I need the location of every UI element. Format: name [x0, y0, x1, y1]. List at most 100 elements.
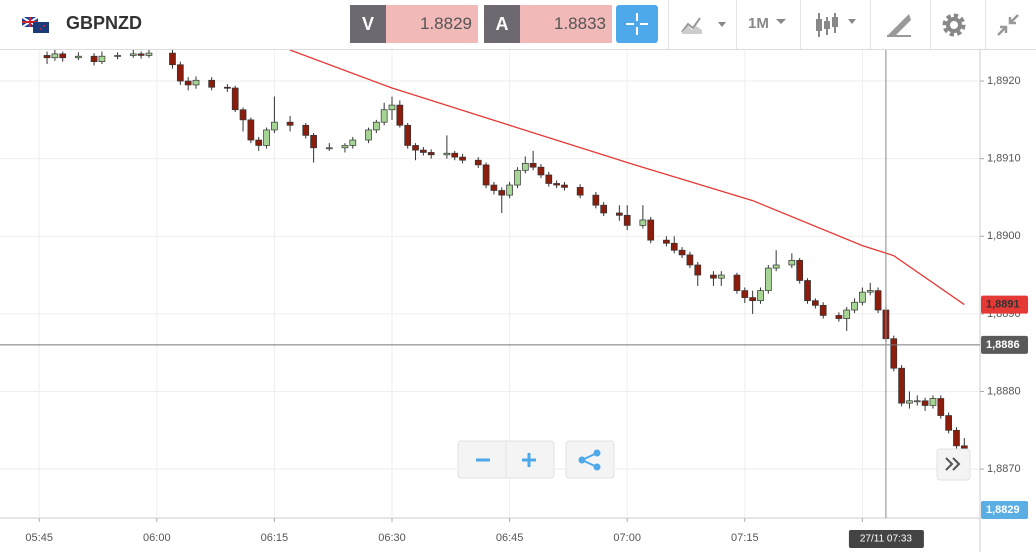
candle-body	[960, 445, 968, 449]
ask-price[interactable]: 1.8833	[520, 5, 612, 43]
candle-type-button[interactable]	[814, 11, 860, 39]
candle-body	[231, 87, 239, 111]
candle-body	[498, 190, 506, 196]
ma-price-tag-bg	[981, 295, 1028, 314]
x-tick-label: 06:00	[143, 532, 171, 544]
candle-body	[694, 264, 702, 276]
candle-body	[427, 152, 435, 156]
candle-body	[749, 297, 756, 302]
candle-body	[75, 55, 82, 59]
candle-body	[396, 104, 404, 126]
candle-body	[98, 55, 106, 62]
drawing-button[interactable]	[885, 12, 913, 38]
candle-body	[616, 212, 623, 216]
candle-body	[890, 338, 898, 369]
ask-button[interactable]: A	[484, 5, 520, 43]
candle-body	[953, 429, 960, 447]
bid-price[interactable]: 1.8829	[386, 5, 478, 43]
candle-body	[224, 86, 231, 89]
x-tick-label: 07:15	[731, 532, 759, 544]
candle-body	[670, 242, 678, 251]
candle-body	[137, 53, 145, 56]
candle-body	[804, 280, 811, 302]
candle-body	[404, 124, 412, 146]
bid-price-tag: 1,8829	[986, 504, 1020, 516]
candle-body	[459, 156, 466, 161]
candle-body	[380, 109, 388, 123]
candle-body	[788, 259, 796, 266]
separator	[985, 0, 986, 49]
candle-body	[114, 55, 121, 57]
candle-body	[420, 149, 427, 153]
candle-body	[365, 129, 372, 141]
candle-body	[647, 219, 655, 241]
crosshair-button[interactable]	[616, 5, 658, 43]
separator	[668, 0, 669, 49]
settings-button[interactable]	[941, 12, 967, 38]
candle-body	[929, 398, 937, 406]
candle-body	[537, 166, 545, 176]
candle-body	[302, 124, 310, 136]
zoom-in-button[interactable]	[522, 453, 536, 467]
x-tick-label: 05:45	[25, 532, 53, 544]
candle-body	[733, 274, 741, 291]
candle-body	[43, 55, 51, 59]
scroll-end-button[interactable]	[945, 457, 961, 471]
crosshair-price-tag: 1,8886	[986, 339, 1020, 351]
candle-body	[576, 187, 584, 196]
candle-body	[474, 159, 482, 166]
crosshair-time-tag: 27/11 07:33	[860, 534, 913, 545]
candle-body	[176, 64, 184, 82]
chart-type-button[interactable]	[680, 14, 728, 36]
candle-body	[451, 152, 459, 158]
candle-body	[600, 204, 608, 214]
candle-body	[184, 80, 192, 86]
candle-body	[412, 145, 419, 151]
separator	[736, 0, 737, 49]
moving-average-line	[289, 50, 965, 306]
candle-body	[866, 290, 874, 293]
candle-body	[192, 79, 200, 86]
scroll-end-box	[936, 448, 971, 481]
candle-body	[263, 129, 270, 146]
candle-body	[772, 264, 780, 269]
crosshair-price-tag-bg	[981, 335, 1028, 354]
candle-body	[812, 300, 819, 306]
share-button[interactable]	[578, 449, 601, 471]
candle-body	[592, 194, 600, 206]
candle-body	[545, 174, 553, 184]
candle-body	[388, 104, 396, 111]
candle-body	[843, 309, 851, 319]
candle-body	[255, 139, 263, 146]
y-tick-label: 1,8880	[987, 385, 1021, 397]
candle-body	[717, 274, 725, 279]
collapse-button[interactable]	[996, 13, 1020, 37]
x-tick-label: 06:45	[496, 532, 524, 544]
candle-body	[482, 164, 490, 186]
x-tick-label: 06:30	[378, 532, 406, 544]
candle-body	[529, 162, 537, 168]
candle-body	[639, 219, 647, 226]
candle-body	[741, 290, 749, 298]
candle-body	[506, 184, 513, 196]
candle-body	[325, 147, 333, 150]
candle-body	[129, 53, 137, 56]
ma-price-tag: 1,8891	[986, 298, 1020, 310]
x-tick-label: 07:00	[613, 532, 641, 544]
candle-body	[239, 109, 247, 121]
bid-button[interactable]: V	[350, 5, 386, 43]
symbol: GBPNZD	[66, 13, 142, 33]
candle-body	[764, 267, 772, 291]
candle-body	[372, 121, 380, 131]
candle-body	[286, 121, 294, 126]
y-tick-label: 1,8900	[987, 230, 1021, 242]
timeframe-button[interactable]: 1M	[748, 15, 769, 32]
candle-body	[490, 184, 498, 191]
candle-body	[561, 184, 568, 188]
bid-price-tag-bg	[981, 501, 1028, 519]
candle-body	[819, 304, 827, 316]
candle-body	[678, 249, 686, 256]
candle-body	[90, 55, 98, 62]
